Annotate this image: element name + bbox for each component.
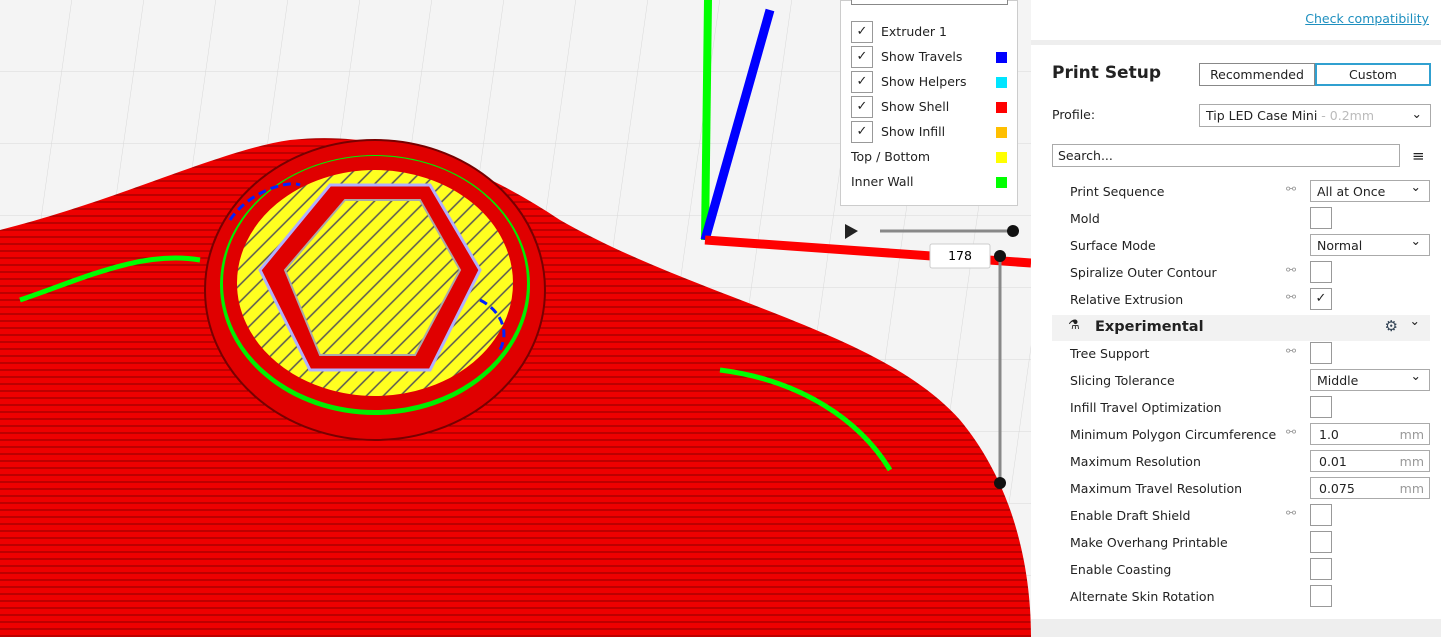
compat-link[interactable]: Check compatibility <box>1305 11 1429 26</box>
field-unit: mm <box>1399 481 1424 496</box>
checkbox[interactable] <box>1310 342 1332 364</box>
setting-label: Maximum Resolution <box>1070 454 1201 469</box>
checkbox[interactable]: ✓ <box>851 21 873 43</box>
tab-custom[interactable]: Custom <box>1315 63 1431 86</box>
field-unit: mm <box>1399 454 1424 469</box>
view-legend: ✓ Extruder 1 ✓ Show Travels ✓ Show Helpers ✓ Sh… <box>840 0 1018 206</box>
link-icon: ⚯ <box>1286 425 1297 439</box>
setting-label: Slicing Tolerance <box>1070 373 1175 388</box>
profile-label: Profile: <box>1052 107 1096 122</box>
sidebar: Check compatibility Print Setup Recommen… <box>1031 0 1441 637</box>
divider <box>1031 40 1441 45</box>
legend-swatch <box>996 152 1007 163</box>
chevron: ⌄ <box>1410 180 1421 194</box>
layer-number: 178 <box>948 248 972 263</box>
setting-label: Infill Travel Optimization <box>1070 400 1222 415</box>
checkbox[interactable] <box>1310 396 1332 418</box>
link-icon: ⚯ <box>1286 290 1297 304</box>
link-icon: ⚯ <box>1286 344 1297 358</box>
legend-label: Inner Wall <box>851 174 914 189</box>
checkbox[interactable] <box>1310 585 1332 607</box>
checkbox[interactable]: ✓ <box>851 71 873 93</box>
section-title: Experimental <box>1095 319 1204 335</box>
legend-label: Show Shell <box>881 99 950 114</box>
legend-label: Top / Bottom <box>851 149 931 164</box>
text-field[interactable]: 1.0 mm <box>1310 423 1430 445</box>
section-icon: ⚗ <box>1068 318 1080 333</box>
profile-dropdown[interactable]: Tip LED Case Mini - 0.2mm ⌄ <box>1199 104 1431 127</box>
search-box[interactable]: Search... <box>1052 144 1400 167</box>
setting-label: Spiralize Outer Contour <box>1070 265 1217 280</box>
checkbox[interactable]: ✓ <box>851 121 873 143</box>
chevron: ⌄ <box>1411 106 1422 121</box>
profile-name: Tip LED Case Mini <box>1206 108 1318 123</box>
setting-label: Tree Support <box>1070 346 1150 361</box>
color-scheme-dropdown[interactable] <box>851 0 1008 5</box>
search-placeholder: Search... <box>1058 148 1113 163</box>
legend-swatch <box>996 77 1007 88</box>
legend-swatch <box>996 177 1007 188</box>
setting-label: Maximum Travel Resolution <box>1070 481 1243 496</box>
gear-icon: ⚙ <box>1384 317 1398 335</box>
menu-icon[interactable]: ≡ <box>1412 147 1425 165</box>
panel-title: Print Setup <box>1052 63 1161 83</box>
field-unit: mm <box>1399 427 1424 442</box>
setting-label: Make Overhang Printable <box>1070 535 1228 550</box>
dropdown-value: Middle <box>1317 373 1359 388</box>
footer-divider <box>1031 619 1441 637</box>
dropdown[interactable]: Middle ⌄ <box>1310 368 1430 391</box>
legend-swatch <box>996 52 1007 63</box>
checkbox[interactable] <box>1310 207 1332 229</box>
legend-swatch <box>996 102 1007 113</box>
legend-swatch <box>996 127 1007 138</box>
legend-label: Extruder 1 <box>881 24 947 39</box>
dropdown[interactable]: Normal ⌄ <box>1310 233 1430 256</box>
link-icon: ⚯ <box>1286 506 1297 520</box>
chevron: ⌄ <box>1410 368 1421 383</box>
section-header[interactable]: ⚗ Experimental ⚙ ⌄ <box>1052 313 1430 341</box>
chevron: ⌄ <box>1409 313 1420 328</box>
checkbox[interactable] <box>1310 504 1332 526</box>
setting-label: Alternate Skin Rotation <box>1070 589 1215 604</box>
setting-label: Print Sequence <box>1070 184 1165 199</box>
link-icon: ⚯ <box>1286 263 1297 277</box>
dropdown-value: Normal <box>1317 238 1363 253</box>
setting-label: Mold <box>1070 211 1100 226</box>
setting-label: Surface Mode <box>1070 238 1156 253</box>
field-value: 0.075 <box>1319 481 1355 496</box>
checkbox[interactable]: ✓ <box>1310 288 1332 310</box>
tab-recommended[interactable]: Recommended <box>1199 63 1315 86</box>
profile-layer: - 0.2mm <box>1321 108 1375 123</box>
dropdown-value: All at Once <box>1317 184 1386 199</box>
text-field[interactable]: 0.075 mm <box>1310 477 1430 499</box>
link-icon: ⚯ <box>1286 182 1297 196</box>
field-value: 1.0 <box>1319 427 1339 442</box>
legend-label: Show Travels <box>881 49 963 64</box>
setting-label: Relative Extrusion <box>1070 292 1184 307</box>
setting-label: Enable Coasting <box>1070 562 1172 577</box>
checkbox[interactable] <box>1310 531 1332 553</box>
checkbox[interactable]: ✓ <box>851 96 873 118</box>
checkbox[interactable] <box>1310 558 1332 580</box>
field-value: 0.01 <box>1319 454 1347 469</box>
settings-list: Print Sequence ⚯ All at Once ⌄ Mold Surface M… <box>1031 180 1441 620</box>
setting-label: Minimum Polygon Circumference <box>1070 427 1277 442</box>
checkbox[interactable]: ✓ <box>851 46 873 68</box>
legend-label: Show Infill <box>881 124 946 139</box>
checkbox[interactable] <box>1310 261 1332 283</box>
setting-label: Enable Draft Shield <box>1070 508 1191 523</box>
legend-label: Show Helpers <box>881 74 967 89</box>
text-field[interactable]: 0.01 mm <box>1310 450 1430 472</box>
dropdown[interactable]: All at Once ⌄ <box>1310 180 1430 202</box>
chevron: ⌄ <box>1410 233 1421 248</box>
